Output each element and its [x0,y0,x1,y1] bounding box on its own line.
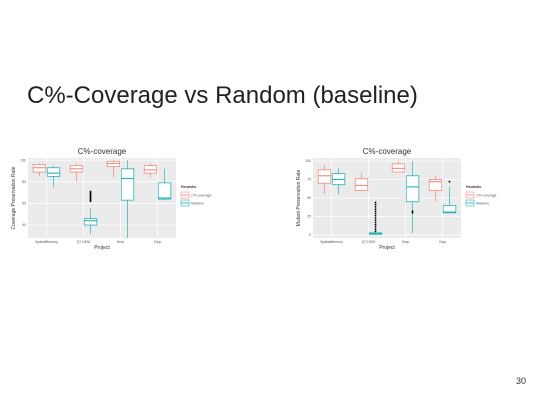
box-iqr [405,175,420,203]
box-iqr [428,179,443,191]
outlier-point [374,225,377,228]
y-tick-label: 0 [309,233,311,237]
box-iqr [442,205,457,214]
chart-coverage-preservation: 40 60 80 100 SpatialMemory Q7-H532 Grep Gzip C%-… [11,147,211,251]
x-tick-label: Q7-H532 [77,240,91,244]
x-axis-label: Project [379,245,395,251]
outlier-point [448,180,451,183]
x-tick-label: Gzip [439,240,446,244]
box-iqr [157,182,172,200]
y-tick-label: 75 [307,178,311,182]
x-tick-label: Gzip [154,240,161,244]
outlier-point [374,228,377,231]
y-tick-label: 50 [307,196,311,200]
legend-title: Heuristic [466,185,481,189]
outlier-point [374,212,377,215]
y-tick-label: 60 [22,202,26,206]
chart-mutant-preservation: 0 25 50 75 100 SpatialMemory Q7-H532 Grep Gzip C%… [296,147,496,251]
box-iqr [83,218,98,226]
outlier-point [374,221,377,224]
y-tick-label: 25 [307,215,311,219]
outlier-point [374,223,377,226]
x-tick-label: SpatialMemory [320,240,343,244]
box-iqr [46,167,61,177]
outlier-point [374,217,377,219]
legend-label: Random [476,201,489,205]
box-iqr [354,178,369,191]
outlier-point [374,230,377,233]
outlier-point [374,214,377,217]
y-tick-label: 100 [305,159,311,163]
x-tick-label: SpatialMemory [35,240,58,244]
box-iqr [317,169,332,184]
outlier-point [374,201,377,204]
outlier-point [411,211,414,214]
y-tick-label: 80 [22,180,26,184]
outlier-point [374,208,377,211]
outlier-point [374,210,377,213]
x-tick-label: Grep [117,240,125,244]
chart-title: C%-coverage [363,147,412,156]
legend-title: Heuristic [181,185,196,189]
slide-title: C%-Coverage vs Random (baseline) [27,82,418,109]
legend-label: C% coverage [476,193,496,197]
outlier-point [411,210,414,213]
outlier-point [374,219,377,222]
y-axis-label: Coverage Preservation Rate [11,166,17,229]
slide-number: 30 [515,376,526,386]
y-tick-label: 100 [20,158,26,162]
legend-label: C% coverage [191,193,211,197]
outlier-point [374,203,377,206]
outlier-point [374,205,377,208]
x-axis-label: Project [94,245,110,251]
x-tick-label: Grep [402,240,410,244]
outlier-point [89,190,92,193]
x-tick-label: Q7-H532 [362,240,376,244]
box-iqr [120,168,135,201]
legend-label: Random [191,201,204,205]
y-axis-label: Mutant Preservation Rate [296,169,302,226]
chart-title: C%-coverage [78,147,127,156]
y-tick-label: 40 [22,223,26,227]
